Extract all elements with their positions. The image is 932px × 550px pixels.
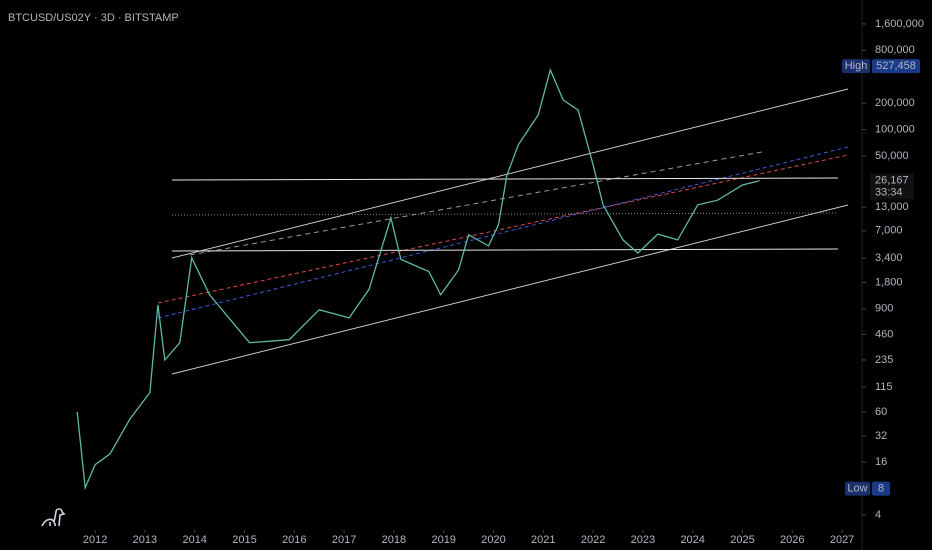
x-tick-label: 2015 [232,534,256,546]
high-value-bg [872,59,920,74]
x-tick-label: 2022 [581,534,605,546]
x-tick-label: 2024 [680,534,704,546]
y-tick-label: 4 [875,509,881,521]
horizontal-dotted [171,212,839,216]
horizontal-bottom [171,248,839,252]
y-tick-label: 800,000 [875,44,915,56]
countdown: 33:34 [875,186,903,198]
y-tick-label: 460 [875,328,893,340]
channel-lower [171,204,849,375]
y-tick-label: 235 [875,354,893,366]
price-line [76,67,760,491]
y-tick-label: 3,400 [875,252,903,264]
y-tick-label: 115 [875,381,893,393]
x-tick-label: 2017 [332,534,356,546]
low-value-bg [872,481,890,496]
high-value: 527,458 [872,59,920,74]
x-tick-label: 2014 [182,534,206,546]
low-value: 8 [872,481,890,496]
last-price: 26,167 [875,174,909,186]
x-tick-label: 2021 [531,534,555,546]
y-tick-label: 16 [875,456,887,468]
y-tick-label: 13,000 [875,201,909,213]
low-label-bg [845,481,870,496]
low-label: Low [845,481,870,496]
x-tick-label: 2012 [83,534,107,546]
gray-trend [189,151,763,256]
last-price-bg [870,173,914,200]
drawings [157,88,849,375]
x-tick-label: 2020 [481,534,505,546]
red-trend [157,154,849,304]
x-tick-label: 2019 [431,534,455,546]
logo [41,508,66,527]
y-tick-label: 900 [875,303,893,315]
y-tick-label: 32 [875,430,887,442]
x-tick-label: 2023 [631,534,655,546]
horizontal-top [171,177,839,181]
high-value-text: 527,458 [876,60,916,72]
y-tick-label: 100,000 [875,123,915,135]
y-tick-label: 1,800 [875,276,903,288]
y-tick-label: 7,000 [875,225,903,237]
x-tick-label: 2025 [730,534,754,546]
x-tick-label: 2026 [780,534,804,546]
high-label: High [842,59,870,74]
y-tick-label: 200,000 [875,97,915,109]
low-value-text: 8 [878,483,884,495]
x-tick-label: 2016 [282,534,306,546]
chart-title: BTCUSD/US02Y · 3D · BITSTAMP [8,12,179,24]
low-label-text: Low [847,483,867,495]
y-tick-label: 60 [875,406,887,418]
high-label-text: High [845,60,868,72]
x-tick-label: 2018 [382,534,406,546]
channel-upper [171,88,849,259]
y-tick-label: 50,000 [875,150,909,162]
x-tick-label: 2013 [133,534,157,546]
y-tick-label: 1,600,000 [875,18,924,30]
high-label-bg [842,59,870,74]
x-tick-label: 2027 [830,534,854,546]
